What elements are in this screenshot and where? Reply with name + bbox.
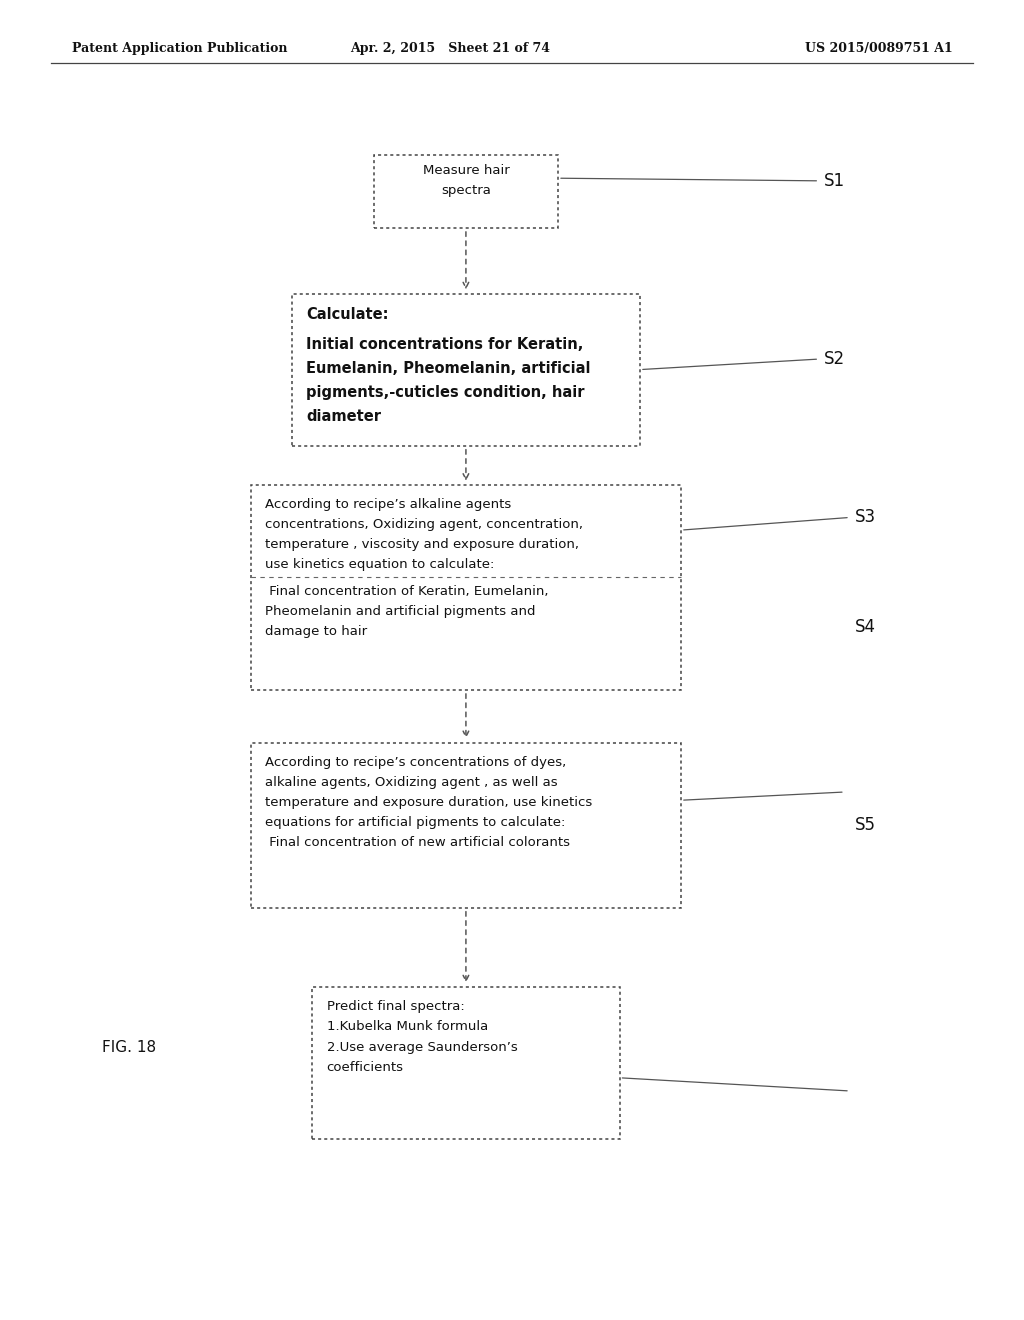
Text: Initial concentrations for Keratin,
Eumelanin, Pheomelanin, artificial
pigments,: Initial concentrations for Keratin, Eume… xyxy=(306,338,591,424)
Text: FIG. 18: FIG. 18 xyxy=(102,1040,157,1055)
Text: US 2015/0089751 A1: US 2015/0089751 A1 xyxy=(805,42,952,55)
Bar xyxy=(251,742,681,908)
Text: S3: S3 xyxy=(855,508,877,527)
Text: S5: S5 xyxy=(855,816,877,834)
Text: Measure hair
spectra: Measure hair spectra xyxy=(423,164,509,197)
Text: Calculate:: Calculate: xyxy=(306,308,389,322)
Text: S1: S1 xyxy=(824,172,846,190)
Bar xyxy=(374,154,558,227)
Text: According to recipe’s alkaline agents
concentrations, Oxidizing agent, concentra: According to recipe’s alkaline agents co… xyxy=(265,498,584,572)
Text: S4: S4 xyxy=(855,618,877,636)
Text: Patent Application Publication: Patent Application Publication xyxy=(72,42,287,55)
Text: Final concentration of Keratin, Eumelanin,
Pheomelanin and artificial pigments a: Final concentration of Keratin, Eumelani… xyxy=(265,585,549,638)
Text: S2: S2 xyxy=(824,350,846,368)
Bar xyxy=(312,987,620,1138)
Bar xyxy=(292,294,640,446)
Text: According to recipe’s concentrations of dyes,
alkaline agents, Oxidizing agent ,: According to recipe’s concentrations of … xyxy=(265,755,593,849)
Text: Predict final spectra:
1.Kubelka Munk formula
2.Use average Saunderson’s
coeffic: Predict final spectra: 1.Kubelka Munk fo… xyxy=(327,1001,517,1074)
Text: Apr. 2, 2015   Sheet 21 of 74: Apr. 2, 2015 Sheet 21 of 74 xyxy=(350,42,551,55)
Bar xyxy=(251,484,681,689)
